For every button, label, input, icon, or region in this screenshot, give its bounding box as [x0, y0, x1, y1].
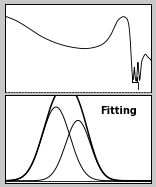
Text: Fitting: Fitting [100, 106, 137, 116]
